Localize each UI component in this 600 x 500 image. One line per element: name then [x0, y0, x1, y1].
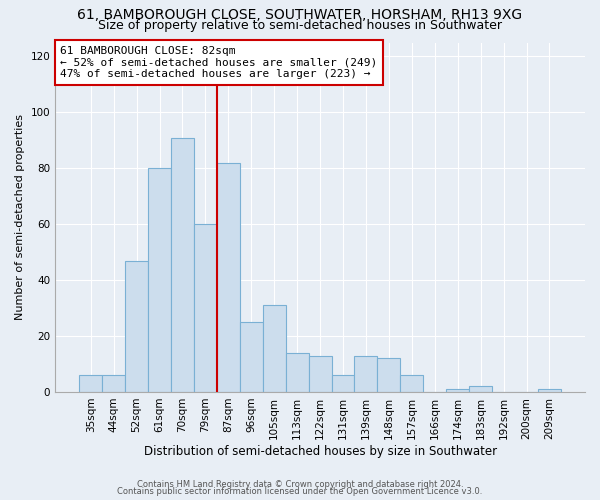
Bar: [286, 353, 308, 392]
Bar: [469, 386, 492, 392]
Bar: [332, 375, 355, 392]
Bar: [194, 224, 217, 392]
Text: 61, BAMBOROUGH CLOSE, SOUTHWATER, HORSHAM, RH13 9XG: 61, BAMBOROUGH CLOSE, SOUTHWATER, HORSHA…: [77, 8, 523, 22]
Bar: [148, 168, 171, 392]
Text: Contains public sector information licensed under the Open Government Licence v3: Contains public sector information licen…: [118, 487, 482, 496]
Bar: [538, 389, 561, 392]
Bar: [377, 358, 400, 392]
Text: Size of property relative to semi-detached houses in Southwater: Size of property relative to semi-detach…: [98, 19, 502, 32]
Text: Contains HM Land Registry data © Crown copyright and database right 2024.: Contains HM Land Registry data © Crown c…: [137, 480, 463, 489]
Bar: [171, 138, 194, 392]
Y-axis label: Number of semi-detached properties: Number of semi-detached properties: [15, 114, 25, 320]
Text: 61 BAMBOROUGH CLOSE: 82sqm
← 52% of semi-detached houses are smaller (249)
47% o: 61 BAMBOROUGH CLOSE: 82sqm ← 52% of semi…: [61, 46, 378, 79]
Bar: [102, 375, 125, 392]
Bar: [446, 389, 469, 392]
Bar: [217, 162, 240, 392]
Bar: [79, 375, 102, 392]
Bar: [240, 322, 263, 392]
Bar: [400, 375, 423, 392]
Bar: [355, 356, 377, 392]
Bar: [263, 306, 286, 392]
X-axis label: Distribution of semi-detached houses by size in Southwater: Distribution of semi-detached houses by …: [143, 444, 497, 458]
Bar: [308, 356, 332, 392]
Bar: [125, 260, 148, 392]
